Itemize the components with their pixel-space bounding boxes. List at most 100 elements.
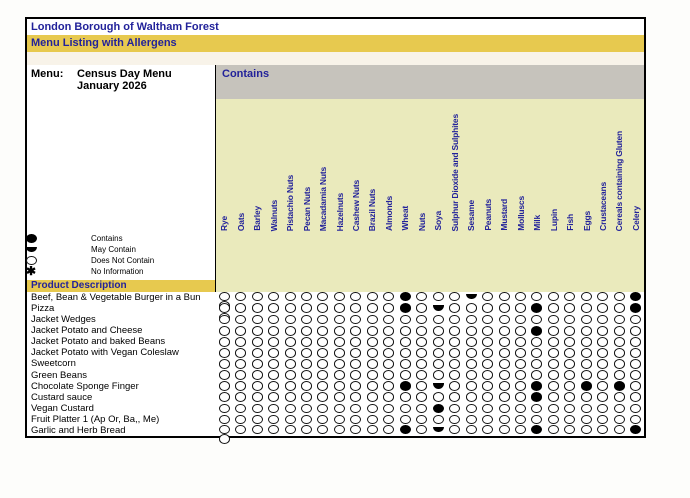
does-not-contain-icon <box>482 303 494 313</box>
allergen-column: Hazelnuts <box>331 193 347 231</box>
mark-cell <box>545 303 561 313</box>
mark-cell <box>628 381 644 392</box>
does-not-contain-icon <box>235 359 247 369</box>
mark-cell <box>381 403 397 414</box>
does-not-contain-icon <box>498 381 510 391</box>
does-not-contain-icon <box>613 326 625 336</box>
does-not-contain-icon <box>515 359 527 369</box>
does-not-contain-icon <box>317 314 329 325</box>
does-not-contain-icon <box>218 314 230 325</box>
does-not-contain-icon <box>432 326 444 336</box>
does-not-contain-icon <box>531 291 543 302</box>
mark-cell <box>446 424 462 435</box>
does-not-contain-icon <box>333 414 345 425</box>
mark-cell <box>446 291 462 302</box>
mark-cell <box>282 325 298 336</box>
mark-cell <box>496 325 512 336</box>
does-not-contain-icon <box>350 326 362 336</box>
mark-cell <box>381 303 397 313</box>
does-not-contain-icon <box>218 370 230 380</box>
does-not-contain-icon <box>350 291 362 302</box>
does-not-contain-icon <box>613 348 625 358</box>
does-not-contain-icon <box>482 403 494 414</box>
allergen-column: Sulphur Dioxide and Sulphites <box>447 114 463 231</box>
does-not-contain-icon <box>333 337 345 347</box>
mark-cell <box>595 314 611 325</box>
contains-icon <box>399 303 411 313</box>
does-not-contain-icon <box>333 424 345 435</box>
does-not-contain-icon <box>218 303 230 313</box>
mark-cell <box>216 424 232 435</box>
mark-cell <box>414 303 430 313</box>
mark-cell <box>364 424 380 435</box>
mark-cell <box>479 291 495 302</box>
allergen-column-label: Pecan Nuts <box>301 186 312 231</box>
mark-cell <box>595 347 611 358</box>
mark-cell <box>446 336 462 347</box>
mark-cell <box>364 291 380 302</box>
mark-cell <box>512 325 528 336</box>
product-name: Vegan Custard <box>31 402 94 414</box>
does-not-contain-icon <box>482 414 494 425</box>
mark-cell <box>430 336 446 347</box>
product-name: Beef, Bean & Vegetable Burger in a Bun <box>31 291 201 303</box>
allergen-column: Barley <box>249 206 265 231</box>
allergen-column-label: Nuts <box>416 212 427 231</box>
mark-cell <box>496 291 512 302</box>
does-not-contain-icon <box>218 291 230 302</box>
does-not-contain-icon <box>416 359 428 369</box>
does-not-contain-icon <box>449 359 461 369</box>
mark-cell <box>282 303 298 313</box>
does-not-contain-icon <box>366 381 378 391</box>
does-not-contain-icon <box>333 314 345 325</box>
does-not-contain-icon <box>251 359 263 369</box>
does-not-contain-icon <box>235 403 247 414</box>
mark-cell <box>595 424 611 435</box>
does-not-contain-icon <box>613 392 625 402</box>
mark-cell <box>298 370 314 381</box>
mark-cell <box>364 314 380 325</box>
allergen-column: Milk <box>529 215 545 231</box>
does-not-contain-icon <box>235 392 247 402</box>
mark-cell <box>578 291 594 302</box>
mark-cell <box>463 392 479 403</box>
product-row: Custard sauce <box>27 392 644 403</box>
mark-cell <box>282 424 298 435</box>
does-not-contain-icon <box>333 326 345 336</box>
mark-cell <box>397 370 413 381</box>
mark-cell <box>397 424 413 435</box>
mark-cell <box>628 314 644 325</box>
contains-icon <box>26 233 37 244</box>
mark-cell <box>298 403 314 414</box>
product-marks <box>216 403 644 414</box>
does-not-contain-icon <box>564 303 576 313</box>
mark-cell <box>331 403 347 414</box>
does-not-contain-icon <box>251 303 263 313</box>
allergen-column-label: Sesame <box>466 200 477 231</box>
does-not-contain-icon <box>580 326 592 336</box>
mark-cell <box>512 347 528 358</box>
mark-cell <box>381 370 397 381</box>
mark-cell <box>545 314 561 325</box>
mark-cell <box>216 414 232 425</box>
mark-cell <box>216 392 232 403</box>
does-not-contain-icon <box>515 303 527 313</box>
does-not-contain-icon <box>580 392 592 402</box>
mark-cell <box>628 325 644 336</box>
mark-cell <box>232 303 248 313</box>
mark-cell <box>282 336 298 347</box>
does-not-contain-icon <box>218 434 230 444</box>
does-not-contain-icon <box>547 381 559 391</box>
mark-cell <box>315 291 331 302</box>
may-contain-icon <box>432 305 444 311</box>
mark-cell <box>381 414 397 425</box>
mark-cell <box>315 403 331 414</box>
mark-cell <box>249 314 265 325</box>
does-not-contain-icon <box>218 392 230 402</box>
does-not-contain-icon <box>383 359 395 369</box>
mark-cell <box>381 424 397 435</box>
product-row: Fruit Platter 1 (Ap Or, Ba,, Me) <box>27 414 644 425</box>
does-not-contain-icon <box>284 392 296 402</box>
does-not-contain-icon <box>218 414 230 425</box>
mark-cell <box>430 414 446 425</box>
